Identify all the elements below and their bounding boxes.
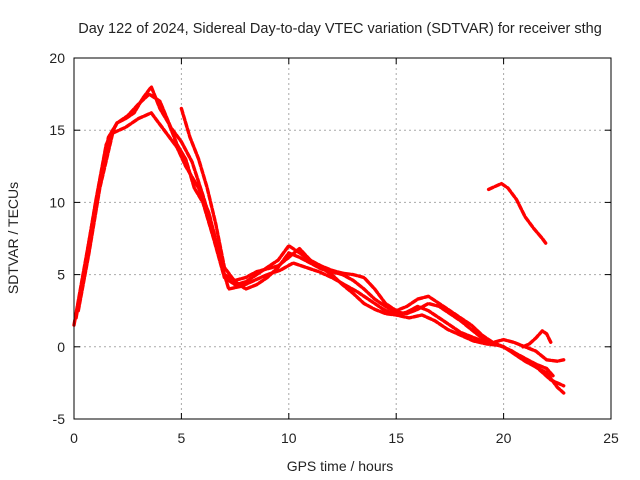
data-series-5 bbox=[486, 181, 549, 247]
y-tick-label: 20 bbox=[49, 50, 65, 66]
x-axis-label: GPS time / hours bbox=[287, 458, 394, 474]
x-tick-label: 15 bbox=[388, 430, 404, 446]
y-tick-label: 5 bbox=[57, 267, 65, 283]
y-tick-label: 0 bbox=[57, 339, 65, 355]
data-series-1 bbox=[72, 85, 555, 378]
x-tick-label: 0 bbox=[70, 430, 78, 446]
grid-lines bbox=[74, 58, 611, 419]
x-tick-label: 10 bbox=[281, 430, 297, 446]
y-axis-label: SDTVAR / TECUs bbox=[5, 182, 21, 294]
x-tick-label: 20 bbox=[496, 430, 512, 446]
x-tick-label: 25 bbox=[603, 430, 619, 446]
data-series-3 bbox=[76, 111, 566, 388]
data-series-2 bbox=[74, 92, 566, 395]
chart-title: Day 122 of 2024, Sidereal Day-to-day VTE… bbox=[78, 21, 602, 37]
data-series-6 bbox=[521, 329, 553, 349]
data-series-4 bbox=[179, 106, 566, 363]
y-tick-label: 15 bbox=[49, 122, 65, 138]
y-tick-label: -5 bbox=[53, 411, 66, 427]
y-tick-label: 10 bbox=[49, 194, 65, 210]
series-layer bbox=[72, 85, 566, 395]
x-tick-label: 5 bbox=[178, 430, 186, 446]
plot-frame bbox=[73, 57, 612, 420]
